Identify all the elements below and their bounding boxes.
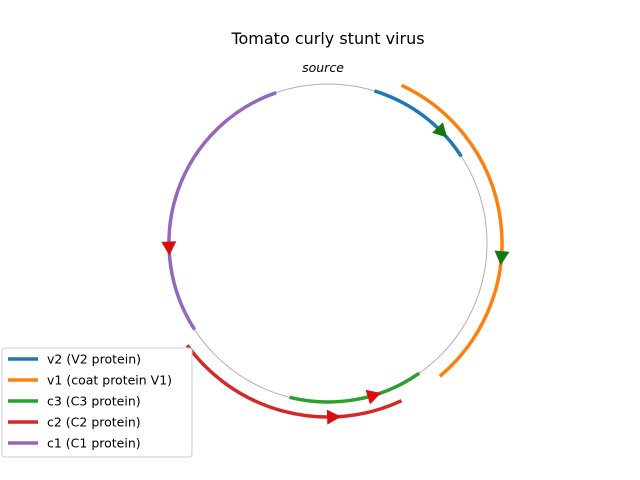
legend: v2 (V2 protein) v1 (coat protein V1) c3 (C… xyxy=(1,347,193,458)
legend-box xyxy=(1,347,193,458)
feature-arc-0 xyxy=(373,89,463,158)
legend-label-1: v1 (coat protein V1) xyxy=(47,373,172,388)
feature-arc-4 xyxy=(167,91,277,331)
legend-label-4: c1 (C1 protein) xyxy=(47,436,141,451)
feature-arcs-layer xyxy=(167,83,504,419)
legend-label-0: v2 (V2 protein) xyxy=(47,352,141,367)
direction-arrow-2 xyxy=(365,389,382,405)
feature-arc-1 xyxy=(400,83,504,378)
direction-arrow-1 xyxy=(494,250,510,266)
feature-arc-3 xyxy=(185,344,403,419)
figure-title: Tomato curly stunt virus xyxy=(230,29,424,48)
direction-arrow-0 xyxy=(432,122,448,138)
direction-arrow-4 xyxy=(161,241,177,256)
legend-label-2: c3 (C3 protein) xyxy=(47,394,141,409)
legend-items: v2 (V2 protein) v1 (coat protein V1) c3 (C… xyxy=(8,352,172,451)
direction-arrows-layer xyxy=(161,122,510,425)
origin-label: source xyxy=(302,60,344,75)
feature-arc-2 xyxy=(289,371,421,404)
direction-arrow-3 xyxy=(326,409,342,425)
legend-label-3: c2 (C2 protein) xyxy=(47,415,141,430)
